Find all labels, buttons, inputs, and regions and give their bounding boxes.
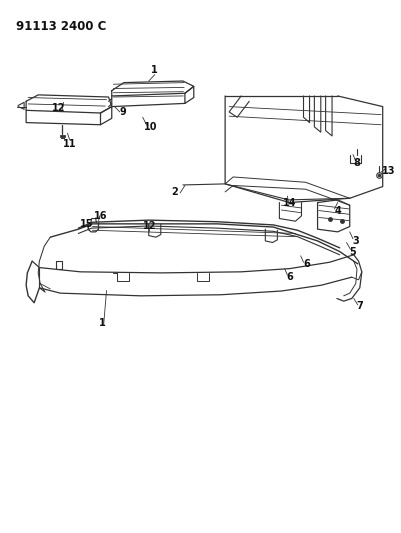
Text: 9: 9 (119, 107, 126, 117)
Text: 8: 8 (352, 158, 360, 167)
Text: 3: 3 (352, 236, 358, 246)
Text: 11: 11 (63, 139, 76, 149)
Text: 1: 1 (99, 318, 105, 328)
Text: 16: 16 (93, 211, 107, 221)
Text: 5: 5 (349, 247, 355, 256)
Text: 2: 2 (171, 187, 178, 197)
Text: 6: 6 (286, 272, 292, 282)
Text: 15: 15 (79, 219, 93, 229)
Text: 6: 6 (302, 259, 309, 269)
Text: 91113 2400 C: 91113 2400 C (16, 20, 106, 33)
Text: 10: 10 (144, 122, 157, 132)
Text: 1: 1 (151, 66, 158, 75)
Text: 14: 14 (282, 198, 296, 207)
Text: 12: 12 (51, 103, 65, 113)
Text: 12: 12 (143, 221, 156, 231)
Text: 13: 13 (381, 166, 395, 175)
Text: 4: 4 (334, 206, 340, 215)
Text: 7: 7 (356, 302, 362, 311)
